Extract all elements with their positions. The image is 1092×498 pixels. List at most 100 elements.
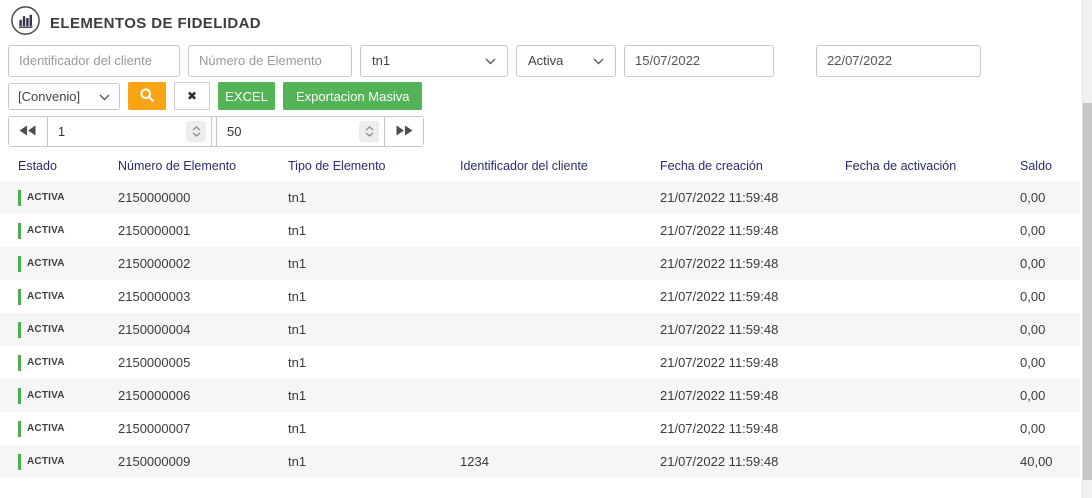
status-bar-icon	[18, 321, 21, 338]
pagination-bar	[8, 116, 424, 147]
status-bar-icon	[18, 420, 21, 437]
status-bar-icon	[18, 354, 21, 371]
table-row[interactable]: ACTIVA 2150000003 tn1 21/07/2022 11:59:4…	[0, 280, 1080, 313]
status-label: ACTIVA	[27, 258, 65, 269]
element-type-cell: tn1	[288, 289, 307, 304]
saldo-cell: 0,00	[1020, 388, 1046, 403]
element-type-cell: tn1	[288, 256, 307, 271]
element-type-cell: tn1	[288, 223, 307, 238]
creation-date-cell: 21/07/2022 11:59:48	[660, 289, 779, 304]
element-number-cell: 2150000007	[118, 421, 191, 436]
status-label: ACTIVA	[27, 390, 65, 401]
export-masiva-button[interactable]: Exportacion Masiva	[283, 82, 423, 110]
page-number-input[interactable]	[47, 117, 212, 146]
table-row[interactable]: ACTIVA 2150000005 tn1 21/07/2022 11:59:4…	[0, 346, 1080, 379]
first-page-button[interactable]	[9, 117, 47, 146]
page-size-input[interactable]	[217, 117, 385, 146]
client-id-cell: 1234	[460, 454, 489, 469]
saldo-cell: 0,00	[1020, 190, 1046, 205]
client-id-input[interactable]	[8, 44, 180, 77]
element-type-select[interactable]: tn1	[360, 44, 508, 77]
element-number-cell: 2150000000	[118, 190, 191, 205]
column-header: Fecha de creación	[660, 159, 763, 173]
date-to-input[interactable]	[816, 44, 981, 77]
table-row[interactable]: ACTIVA 2150000001 tn1 21/07/2022 11:59:4…	[0, 214, 1080, 247]
x-icon: ✖	[186, 89, 198, 103]
status-cell: ACTIVA	[18, 354, 118, 371]
creation-date-cell: 21/07/2022 11:59:48	[660, 388, 779, 403]
status-cell: ACTIVA	[18, 453, 118, 470]
status-cell: ACTIVA	[18, 222, 118, 239]
element-type-cell: tn1	[288, 355, 307, 370]
double-chevron-right-icon	[396, 124, 413, 139]
table-row[interactable]: ACTIVA 2150000006 tn1 21/07/2022 11:59:4…	[0, 379, 1080, 412]
saldo-cell: 0,00	[1020, 223, 1046, 238]
status-label: ACTIVA	[27, 423, 65, 434]
clear-button[interactable]: ✖	[174, 82, 210, 110]
page-title: ELEMENTOS DE FIDELIDAD	[50, 14, 262, 32]
status-label: ACTIVA	[27, 456, 65, 467]
saldo-cell: 0,00	[1020, 421, 1046, 436]
page-number-field	[46, 117, 213, 146]
element-number-cell: 2150000001	[118, 223, 191, 238]
element-type-cell: tn1	[288, 322, 307, 337]
page-size-field	[216, 117, 386, 146]
creation-date-cell: 21/07/2022 11:59:48	[660, 190, 779, 205]
search-button[interactable]	[128, 82, 166, 110]
excel-button[interactable]: EXCEL	[218, 82, 275, 110]
table-header: Estado Número de Elemento Tipo de Elemento…	[0, 151, 1080, 181]
status-cell: ACTIVA	[18, 387, 118, 404]
element-number-cell: 2150000004	[118, 322, 191, 337]
table-row[interactable]: ACTIVA 2150000002 tn1 21/07/2022 11:59:4…	[0, 247, 1080, 280]
table-body: ACTIVA 2150000000 tn1 21/07/2022 11:59:4…	[0, 181, 1080, 478]
convenio-select[interactable]: [Convenio]	[8, 82, 120, 110]
last-page-button[interactable]	[385, 117, 423, 146]
element-number-cell: 2150000003	[118, 289, 191, 304]
date-from-input[interactable]	[624, 44, 774, 77]
chevron-down-icon	[99, 89, 110, 104]
convenio-value: [Convenio]	[18, 88, 81, 104]
element-type-cell: tn1	[288, 454, 307, 469]
double-chevron-left-icon	[19, 124, 36, 139]
bar-chart-icon	[10, 5, 41, 41]
column-header: Identificador del cliente	[460, 159, 588, 173]
table-row[interactable]: ACTIVA 2150000007 tn1 21/07/2022 11:59:4…	[0, 412, 1080, 445]
column-header: Número de Elemento	[118, 159, 237, 173]
saldo-cell: 40,00	[1020, 454, 1053, 469]
creation-date-cell: 21/07/2022 11:59:48	[660, 454, 779, 469]
saldo-cell: 0,00	[1020, 322, 1046, 337]
vertical-scrollbar[interactable]	[1082, 0, 1092, 498]
status-label: ACTIVA	[27, 291, 65, 302]
status-select[interactable]: Activa	[516, 44, 616, 77]
table-row[interactable]: ACTIVA 2150000004 tn1 21/07/2022 11:59:4…	[0, 313, 1080, 346]
chevron-down-icon	[593, 53, 604, 68]
element-type-cell: tn1	[288, 190, 307, 205]
status-bar-icon	[18, 189, 21, 206]
scrollbar-thumb[interactable]	[1083, 103, 1092, 480]
column-header: Fecha de activación	[845, 159, 957, 173]
column-header: Estado	[18, 159, 57, 173]
table-row[interactable]: ACTIVA 2150000009 tn1 1234 21/07/2022 11…	[0, 445, 1080, 478]
element-type-value: tn1	[372, 53, 391, 68]
search-icon	[139, 87, 155, 106]
status-label: ACTIVA	[27, 324, 65, 335]
status-value: Activa	[528, 53, 564, 68]
status-bar-icon	[18, 255, 21, 272]
element-number-input[interactable]	[188, 44, 352, 77]
creation-date-cell: 21/07/2022 11:59:48	[660, 355, 779, 370]
status-cell: ACTIVA	[18, 189, 118, 206]
status-cell: ACTIVA	[18, 255, 118, 272]
element-number-cell: 2150000009	[118, 454, 191, 469]
table-row[interactable]: ACTIVA 2150000000 tn1 21/07/2022 11:59:4…	[0, 181, 1080, 214]
status-label: ACTIVA	[27, 357, 65, 368]
status-label: ACTIVA	[27, 225, 65, 236]
up-down-spinner-icon[interactable]	[359, 121, 380, 142]
up-down-spinner-icon[interactable]	[186, 121, 207, 142]
saldo-cell: 0,00	[1020, 355, 1046, 370]
column-header: Tipo de Elemento	[288, 159, 386, 173]
saldo-cell: 0,00	[1020, 289, 1046, 304]
creation-date-cell: 21/07/2022 11:59:48	[660, 322, 779, 337]
status-label: ACTIVA	[27, 192, 65, 203]
element-number-cell: 2150000002	[118, 256, 191, 271]
element-number-cell: 2150000006	[118, 388, 191, 403]
